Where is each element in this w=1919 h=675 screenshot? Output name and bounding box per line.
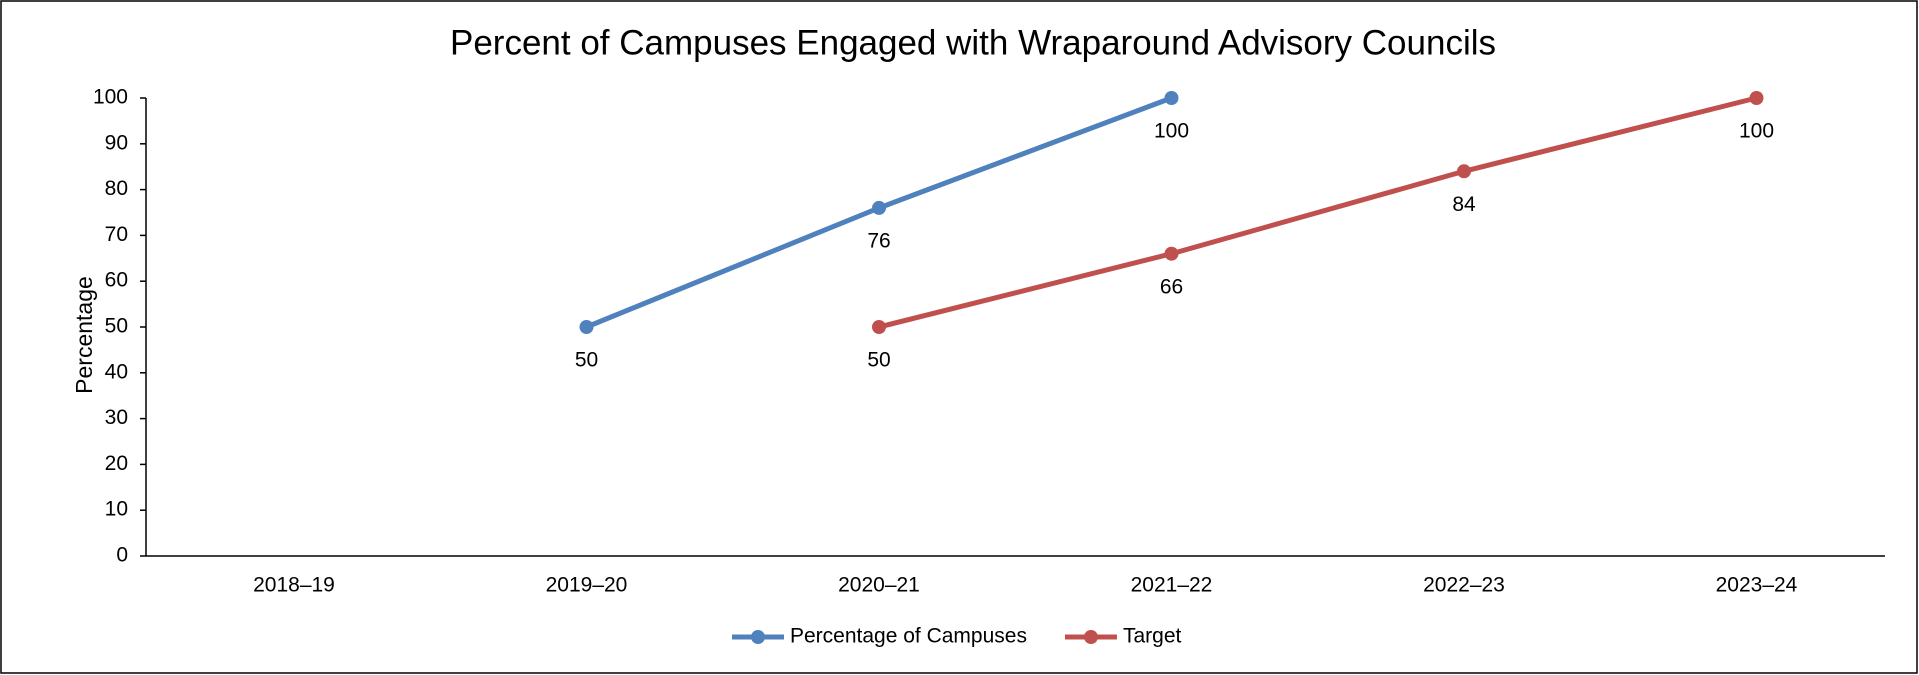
legend-marker [751, 630, 765, 644]
data-label: 50 [575, 349, 598, 372]
data-label: 66 [1160, 275, 1183, 298]
x-tick-label: 2019–20 [546, 574, 628, 597]
x-tick-label: 2020–21 [838, 574, 920, 597]
y-tick-label: 50 [105, 315, 128, 338]
data-point [872, 200, 886, 215]
data-point [1749, 91, 1764, 105]
data-point [579, 320, 594, 334]
y-tick-label: 20 [105, 452, 128, 475]
data-label: 84 [1452, 193, 1476, 216]
data-label: 50 [867, 349, 890, 372]
x-tick-label: 2021–22 [1131, 574, 1213, 597]
x-tick-label: 2022–23 [1423, 574, 1505, 597]
series-line [878, 95, 1758, 330]
data-point [1457, 164, 1471, 179]
y-tick-label: 100 [93, 86, 128, 109]
data-point [1164, 246, 1179, 261]
legend-label: Percentage of Campuses [790, 625, 1027, 648]
data-point [872, 320, 886, 334]
y-axis-label: Percentage [71, 276, 97, 394]
chart-title: Percent of Campuses Engaged with Wraparo… [450, 23, 1496, 62]
y-tick-label: 30 [105, 406, 128, 429]
y-tick-label: 40 [105, 360, 128, 383]
y-tick-label: 0 [116, 544, 128, 567]
y-tick-label: 10 [105, 498, 128, 521]
x-tick-label: 2018–19 [253, 574, 335, 597]
data-label: 100 [1739, 120, 1774, 143]
data-label: 76 [867, 229, 890, 252]
data-label: 100 [1154, 120, 1189, 143]
y-tick-label: 90 [105, 131, 128, 154]
legend-label: Target [1123, 625, 1182, 648]
legend-marker [1083, 630, 1098, 644]
x-tick-label: 2023–24 [1716, 574, 1798, 597]
y-tick-label: 70 [105, 223, 128, 246]
data-point [1164, 91, 1179, 105]
y-tick-label: 60 [105, 269, 128, 292]
y-tick-label: 80 [105, 177, 128, 200]
